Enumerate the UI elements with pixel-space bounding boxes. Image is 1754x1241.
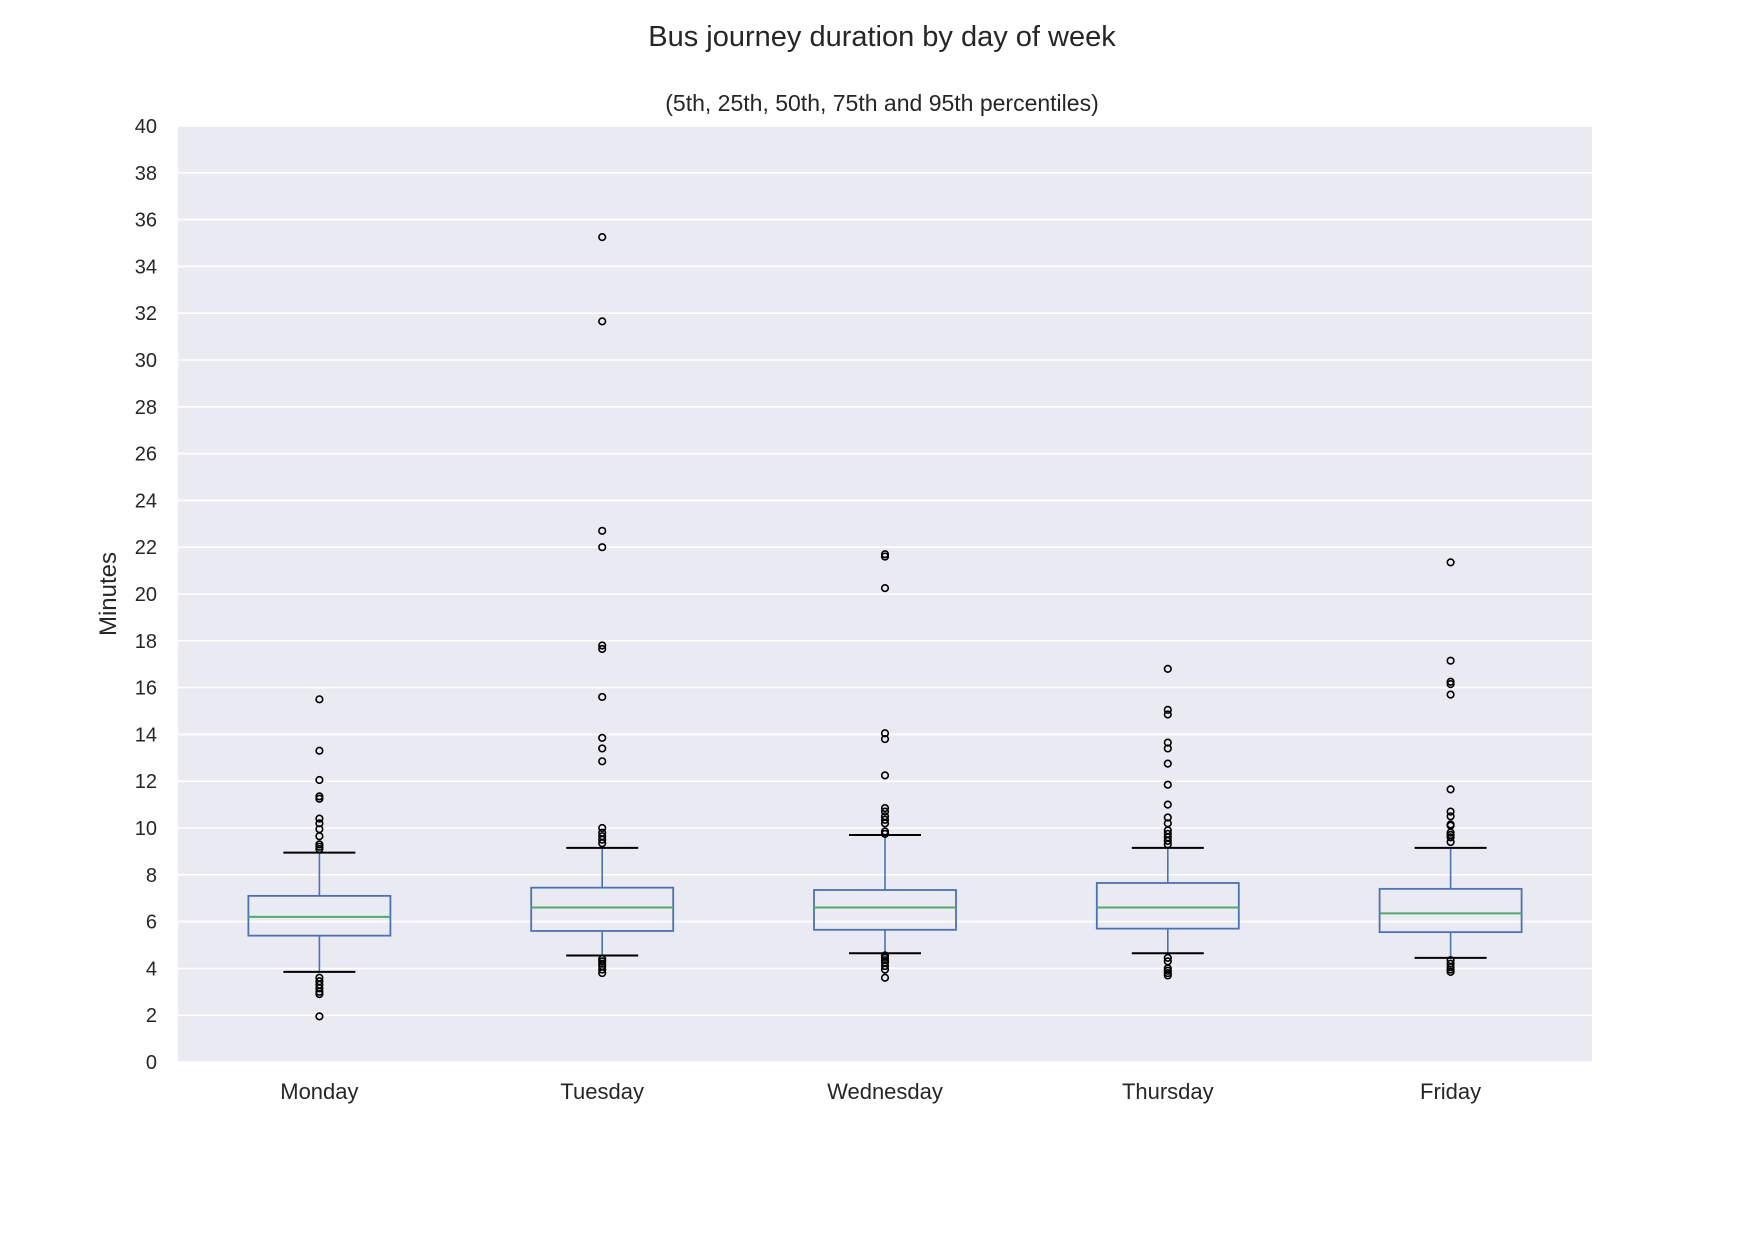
outlier-point <box>598 233 607 242</box>
outlier-point <box>1163 710 1172 719</box>
y-tick-label: 36 <box>135 210 157 232</box>
outlier-point <box>1446 558 1455 567</box>
outlier-point <box>880 965 890 974</box>
outlier-point <box>598 692 607 702</box>
y-tick-label: 8 <box>146 865 157 887</box>
y-tick-label: 40 <box>135 116 157 138</box>
plot-area: 0246810121416182022242628303234363840Mon… <box>135 116 1592 1104</box>
outlier-point <box>1446 656 1455 665</box>
y-tick-label: 16 <box>135 678 157 700</box>
outlier-point <box>1446 785 1455 794</box>
y-tick-label: 18 <box>135 631 157 653</box>
box-iqr <box>530 886 675 932</box>
chart-subtitle: (5th, 25th, 50th, 75th and 95th percenti… <box>665 90 1098 116</box>
outlier-point <box>315 832 324 841</box>
outlier-point <box>880 734 890 744</box>
y-tick-label: 10 <box>135 818 157 840</box>
y-axis-label: Minutes <box>95 552 122 636</box>
y-tick-label: 38 <box>135 163 157 185</box>
outlier-point <box>598 823 607 833</box>
outlier-point <box>1163 971 1172 980</box>
outlier-point <box>598 744 607 753</box>
y-tick-label: 28 <box>135 397 157 419</box>
outlier-point <box>880 771 890 780</box>
outlier-point <box>1446 837 1455 847</box>
outlier-point <box>315 990 324 999</box>
outlier-point <box>880 829 890 838</box>
y-tick-label: 20 <box>135 584 157 606</box>
y-tick-label: 14 <box>135 724 157 746</box>
chart-title: Bus journey duration by day of week <box>648 21 1116 53</box>
outlier-point <box>880 807 890 816</box>
y-tick-label: 6 <box>146 912 157 934</box>
outlier-point <box>1163 664 1172 673</box>
y-tick-label: 34 <box>135 256 157 278</box>
outlier-point <box>1446 833 1455 842</box>
outlier-point <box>598 543 607 552</box>
x-tick-label: Wednesday <box>827 1079 943 1104</box>
x-tick-label: Thursday <box>1122 1079 1214 1104</box>
outlier-point <box>880 815 890 824</box>
outlier-point <box>1446 690 1455 699</box>
outlier-point <box>598 757 607 766</box>
outlier-point <box>880 819 890 828</box>
y-tick-label: 12 <box>135 771 157 793</box>
box-iqr <box>1378 887 1523 934</box>
outlier-point <box>880 584 890 593</box>
outlier-point <box>880 961 890 971</box>
y-tick-label: 26 <box>135 444 157 466</box>
y-tick-label: 30 <box>135 350 157 372</box>
box-iqr <box>813 889 957 931</box>
outlier-point <box>598 835 607 844</box>
y-tick-label: 4 <box>146 958 157 980</box>
outlier-point <box>1163 840 1172 849</box>
y-tick-label: 22 <box>135 537 157 559</box>
outlier-point <box>598 839 607 848</box>
outlier-point <box>315 1012 324 1021</box>
outlier-point <box>1446 967 1455 977</box>
outlier-point <box>315 775 324 785</box>
outlier-point <box>598 965 607 974</box>
outlier-point <box>598 526 607 535</box>
x-tick-label: Monday <box>280 1079 358 1104</box>
outlier-point <box>315 746 324 755</box>
outlier-point <box>1446 807 1455 816</box>
y-tick-label: 24 <box>135 490 157 512</box>
outlier-point <box>1163 836 1172 845</box>
outlier-point <box>598 968 607 978</box>
box-iqr <box>247 894 392 937</box>
outlier-point <box>1446 679 1455 689</box>
outlier-point <box>315 695 324 704</box>
outlier-point <box>1163 744 1172 753</box>
outlier-point <box>1163 800 1172 809</box>
outlier-point <box>1163 953 1172 962</box>
x-tick-label: Tuesday <box>560 1079 644 1104</box>
outlier-point <box>315 794 324 803</box>
outlier-point <box>315 814 324 823</box>
outlier-point <box>598 644 607 654</box>
outlier-point <box>1163 780 1172 789</box>
y-tick-label: 32 <box>135 303 157 325</box>
outlier-point <box>598 733 607 743</box>
x-tick-label: Friday <box>1420 1079 1481 1104</box>
outlier-point <box>1446 812 1455 821</box>
y-tick-label: 2 <box>146 1005 157 1027</box>
outlier-point <box>880 552 890 561</box>
box-iqr <box>1095 882 1240 930</box>
outlier-point <box>315 844 324 854</box>
outlier-point <box>880 973 890 982</box>
outlier-point <box>1163 759 1172 768</box>
y-tick-label: 0 <box>146 1052 157 1074</box>
outlier-point <box>1163 705 1172 714</box>
outlier-point <box>880 804 890 813</box>
outlier-point <box>598 317 607 326</box>
outlier-point <box>598 641 607 650</box>
